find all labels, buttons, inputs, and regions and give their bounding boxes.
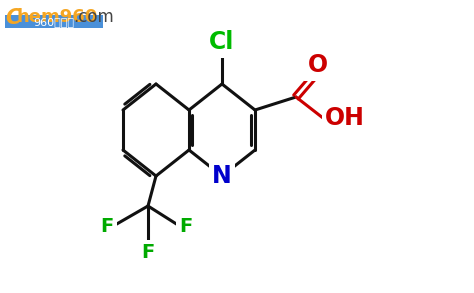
Text: N: N xyxy=(212,164,232,188)
Text: F: F xyxy=(100,217,114,236)
Text: F: F xyxy=(141,243,155,261)
Text: O: O xyxy=(308,53,328,77)
Text: C: C xyxy=(5,8,20,28)
Text: hem960: hem960 xyxy=(16,8,97,26)
FancyBboxPatch shape xyxy=(5,15,103,28)
Text: F: F xyxy=(179,217,192,236)
Text: OH: OH xyxy=(325,106,365,130)
Text: 960化工网: 960化工网 xyxy=(34,17,74,27)
Text: Cl: Cl xyxy=(210,30,235,54)
Text: .com: .com xyxy=(73,8,114,26)
